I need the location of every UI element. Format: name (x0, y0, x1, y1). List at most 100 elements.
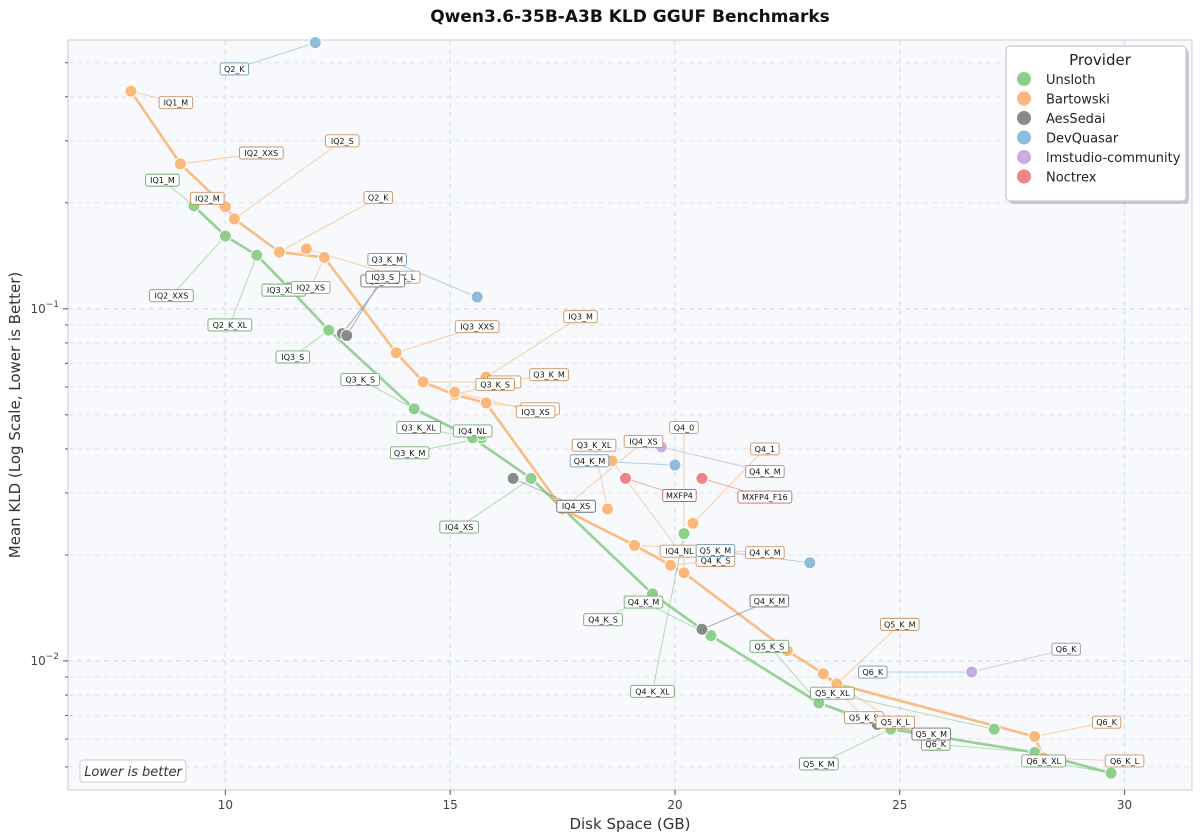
point-bartowski (663, 558, 677, 572)
point-bartowski (272, 245, 286, 259)
x-tick-label: 10 (218, 798, 233, 812)
chart-title: Qwen3.6-35B-A3B KLD GGUF Benchmarks (430, 7, 830, 27)
svg-text:IQ4_XS: IQ4_XS (629, 437, 657, 446)
point-aessedai (695, 622, 709, 636)
point-unsloth (322, 323, 336, 337)
note-text: Lower is better (84, 765, 183, 780)
legend-label: AesSedai (1046, 112, 1106, 127)
point-label-devquasar: Q3_K_M (367, 253, 407, 267)
leader-line (652, 533, 685, 692)
leader-line (832, 692, 995, 730)
y-axis-label: Mean KLD (Log Scale, Lower is Better) (6, 272, 24, 558)
svg-text:Q4_K_S: Q4_K_S (588, 616, 618, 625)
point-lmstudio-community (965, 665, 979, 679)
svg-text:Q5_K_M: Q5_K_M (915, 730, 947, 739)
point-label-bartowski: IQ3_M (563, 310, 598, 324)
point-bartowski (317, 250, 331, 264)
point-bartowski (627, 538, 641, 552)
point-unsloth (677, 527, 691, 541)
svg-text:IQ3_M: IQ3_M (568, 313, 593, 322)
svg-text:IQ4_XS: IQ4_XS (562, 502, 590, 511)
svg-text:Q5_K_S: Q5_K_S (849, 714, 879, 723)
point-devquasar (470, 290, 484, 304)
legend-label: DevQuasar (1046, 132, 1119, 147)
grid (68, 40, 1192, 790)
x-axis-label: Disk Space (GB) (569, 815, 690, 833)
point-label-bartowski: Q4_1 (750, 442, 780, 456)
svg-text:IQ2_XXS: IQ2_XXS (244, 149, 278, 158)
legend-label: lmstudio-community (1046, 151, 1181, 166)
point-unsloth (407, 402, 421, 416)
point-label-unsloth: Q4_K_M (623, 595, 664, 609)
legend-item-unsloth: Unsloth (1017, 72, 1095, 88)
point-label-bartowski: Q3_K_S (475, 377, 515, 391)
svg-text:Q4_0: Q4_0 (674, 424, 694, 433)
point-bartowski (173, 157, 187, 171)
point-bartowski (227, 212, 241, 226)
point-label-bartowski: Q5_K_L (875, 715, 916, 729)
svg-text:Q4_K_M: Q4_K_M (628, 598, 660, 607)
point-label-bartowski: Q3_K_M (529, 368, 569, 382)
leader-line (935, 743, 1035, 753)
svg-text:IQ3_XXS: IQ3_XXS (267, 286, 301, 295)
point-unsloth (524, 471, 538, 485)
svg-text:Q2_K: Q2_K (224, 65, 245, 74)
point-label-lmstudio-community: Q4_K_M (745, 465, 785, 479)
point-label-bartowski: Q6_K_L (1104, 754, 1145, 768)
point-label-unsloth: IQ1_M (145, 173, 180, 187)
point-bartowski (686, 516, 700, 530)
svg-text:Q5_K_M: Q5_K_M (884, 620, 916, 629)
svg-text:Q5_K_S: Q5_K_S (755, 642, 785, 651)
svg-text:IQ3_S: IQ3_S (371, 273, 394, 282)
point-bartowski (479, 396, 493, 410)
svg-text:Q4_K_M: Q4_K_M (749, 549, 781, 558)
point-label-unsloth: Q3_K_M (389, 446, 430, 460)
svg-text:Q4_K_M: Q4_K_M (754, 597, 786, 606)
point-label-unsloth: Q4_K_XL (630, 684, 675, 698)
point-label-bartowski: IQ3_XXS (454, 320, 500, 334)
x-tick-label: 30 (1117, 798, 1132, 812)
point-label-bartowski: Q4_K_M (745, 546, 785, 560)
svg-text:Q5_K_M: Q5_K_M (700, 546, 732, 555)
svg-text:Q3_K_XL: Q3_K_XL (401, 424, 436, 433)
point-label-aessedai: Q5_K_M (911, 727, 951, 741)
svg-text:Q4_K_S: Q4_K_S (701, 556, 731, 565)
legend-marker (1017, 72, 1031, 86)
point-label-unsloth: Q3_K_S (340, 373, 380, 386)
point-label-unsloth: Q6_K_XL (1021, 754, 1066, 768)
point-bartowski (389, 346, 403, 360)
point-label-unsloth: Q4_K_S (583, 613, 623, 627)
svg-text:Q2_K: Q2_K (368, 194, 389, 203)
svg-text:Q3_K_S: Q3_K_S (480, 380, 510, 389)
legend-label: Unsloth (1046, 73, 1095, 88)
point-devquasar (803, 556, 817, 570)
point-label-bartowski: Q5_K_M (880, 617, 920, 631)
point-label-aessedai: IQ3_S (365, 270, 400, 284)
svg-text:IQ4_XS: IQ4_XS (445, 523, 473, 532)
y-tick-label: 10−1 (30, 300, 59, 316)
point-label-aessedai: Q4_K_M (749, 594, 790, 608)
leader-line (562, 441, 644, 510)
point-label-bartowski: Q6_K (1091, 715, 1122, 729)
svg-text:Q6_K: Q6_K (862, 668, 883, 677)
legend-item-bartowski: Bartowski (1017, 91, 1110, 108)
point-label-unsloth: IQ2_XXS (149, 289, 194, 303)
point-label-bartowski: IQ4_XS (623, 435, 664, 448)
point-devquasar (668, 458, 682, 472)
svg-text:IQ2_XXS: IQ2_XXS (155, 292, 189, 301)
point-label-bartowski: Q4_0 (669, 421, 699, 435)
point-label-bartowski: IQ1_M (158, 96, 194, 110)
point-label-unsloth: Q5_K_M (799, 757, 839, 771)
point-unsloth (218, 229, 232, 243)
x-axis-ticks: 10 15 20 25 30 (218, 790, 1132, 812)
point-label-bartowski: IQ2_S (325, 134, 360, 148)
point-label-unsloth: Q5_K_XL (810, 686, 855, 700)
point-label-unsloth: IQ4_XS (439, 520, 479, 534)
svg-text:Q6_K: Q6_K (1056, 645, 1077, 654)
point-label-devquasar: Q2_K (219, 62, 250, 76)
y-tick-label: 10−2 (30, 652, 59, 668)
point-label-bartowski: IQ4_NL (659, 544, 700, 558)
legend-marker (1017, 111, 1031, 125)
leader-line (171, 235, 226, 296)
svg-text:Q4_K_M: Q4_K_M (749, 468, 781, 477)
